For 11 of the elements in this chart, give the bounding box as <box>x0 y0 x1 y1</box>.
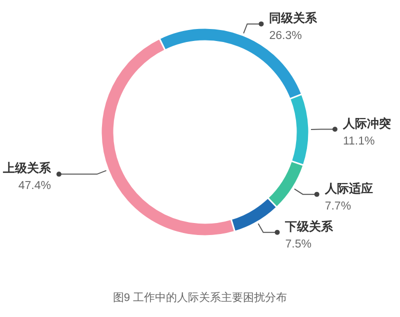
data-label: 26.3% <box>269 30 302 42</box>
slice-label: 人际冲突 <box>342 116 391 130</box>
slice-label: 上级关系 <box>2 161 52 176</box>
text: 图9 工作中的人际关系主要困扰分布 <box>112 291 288 304</box>
slice-label: 人际适应 <box>324 181 373 196</box>
slice-label: 下级关系 <box>284 219 334 234</box>
data-label: 11.1% <box>342 135 375 148</box>
data-label: 47.4% <box>18 180 51 192</box>
data-label: 7.7% <box>324 200 352 212</box>
data-label: 7.5% <box>285 238 312 250</box>
slice-label: 同级关系 <box>269 10 318 25</box>
